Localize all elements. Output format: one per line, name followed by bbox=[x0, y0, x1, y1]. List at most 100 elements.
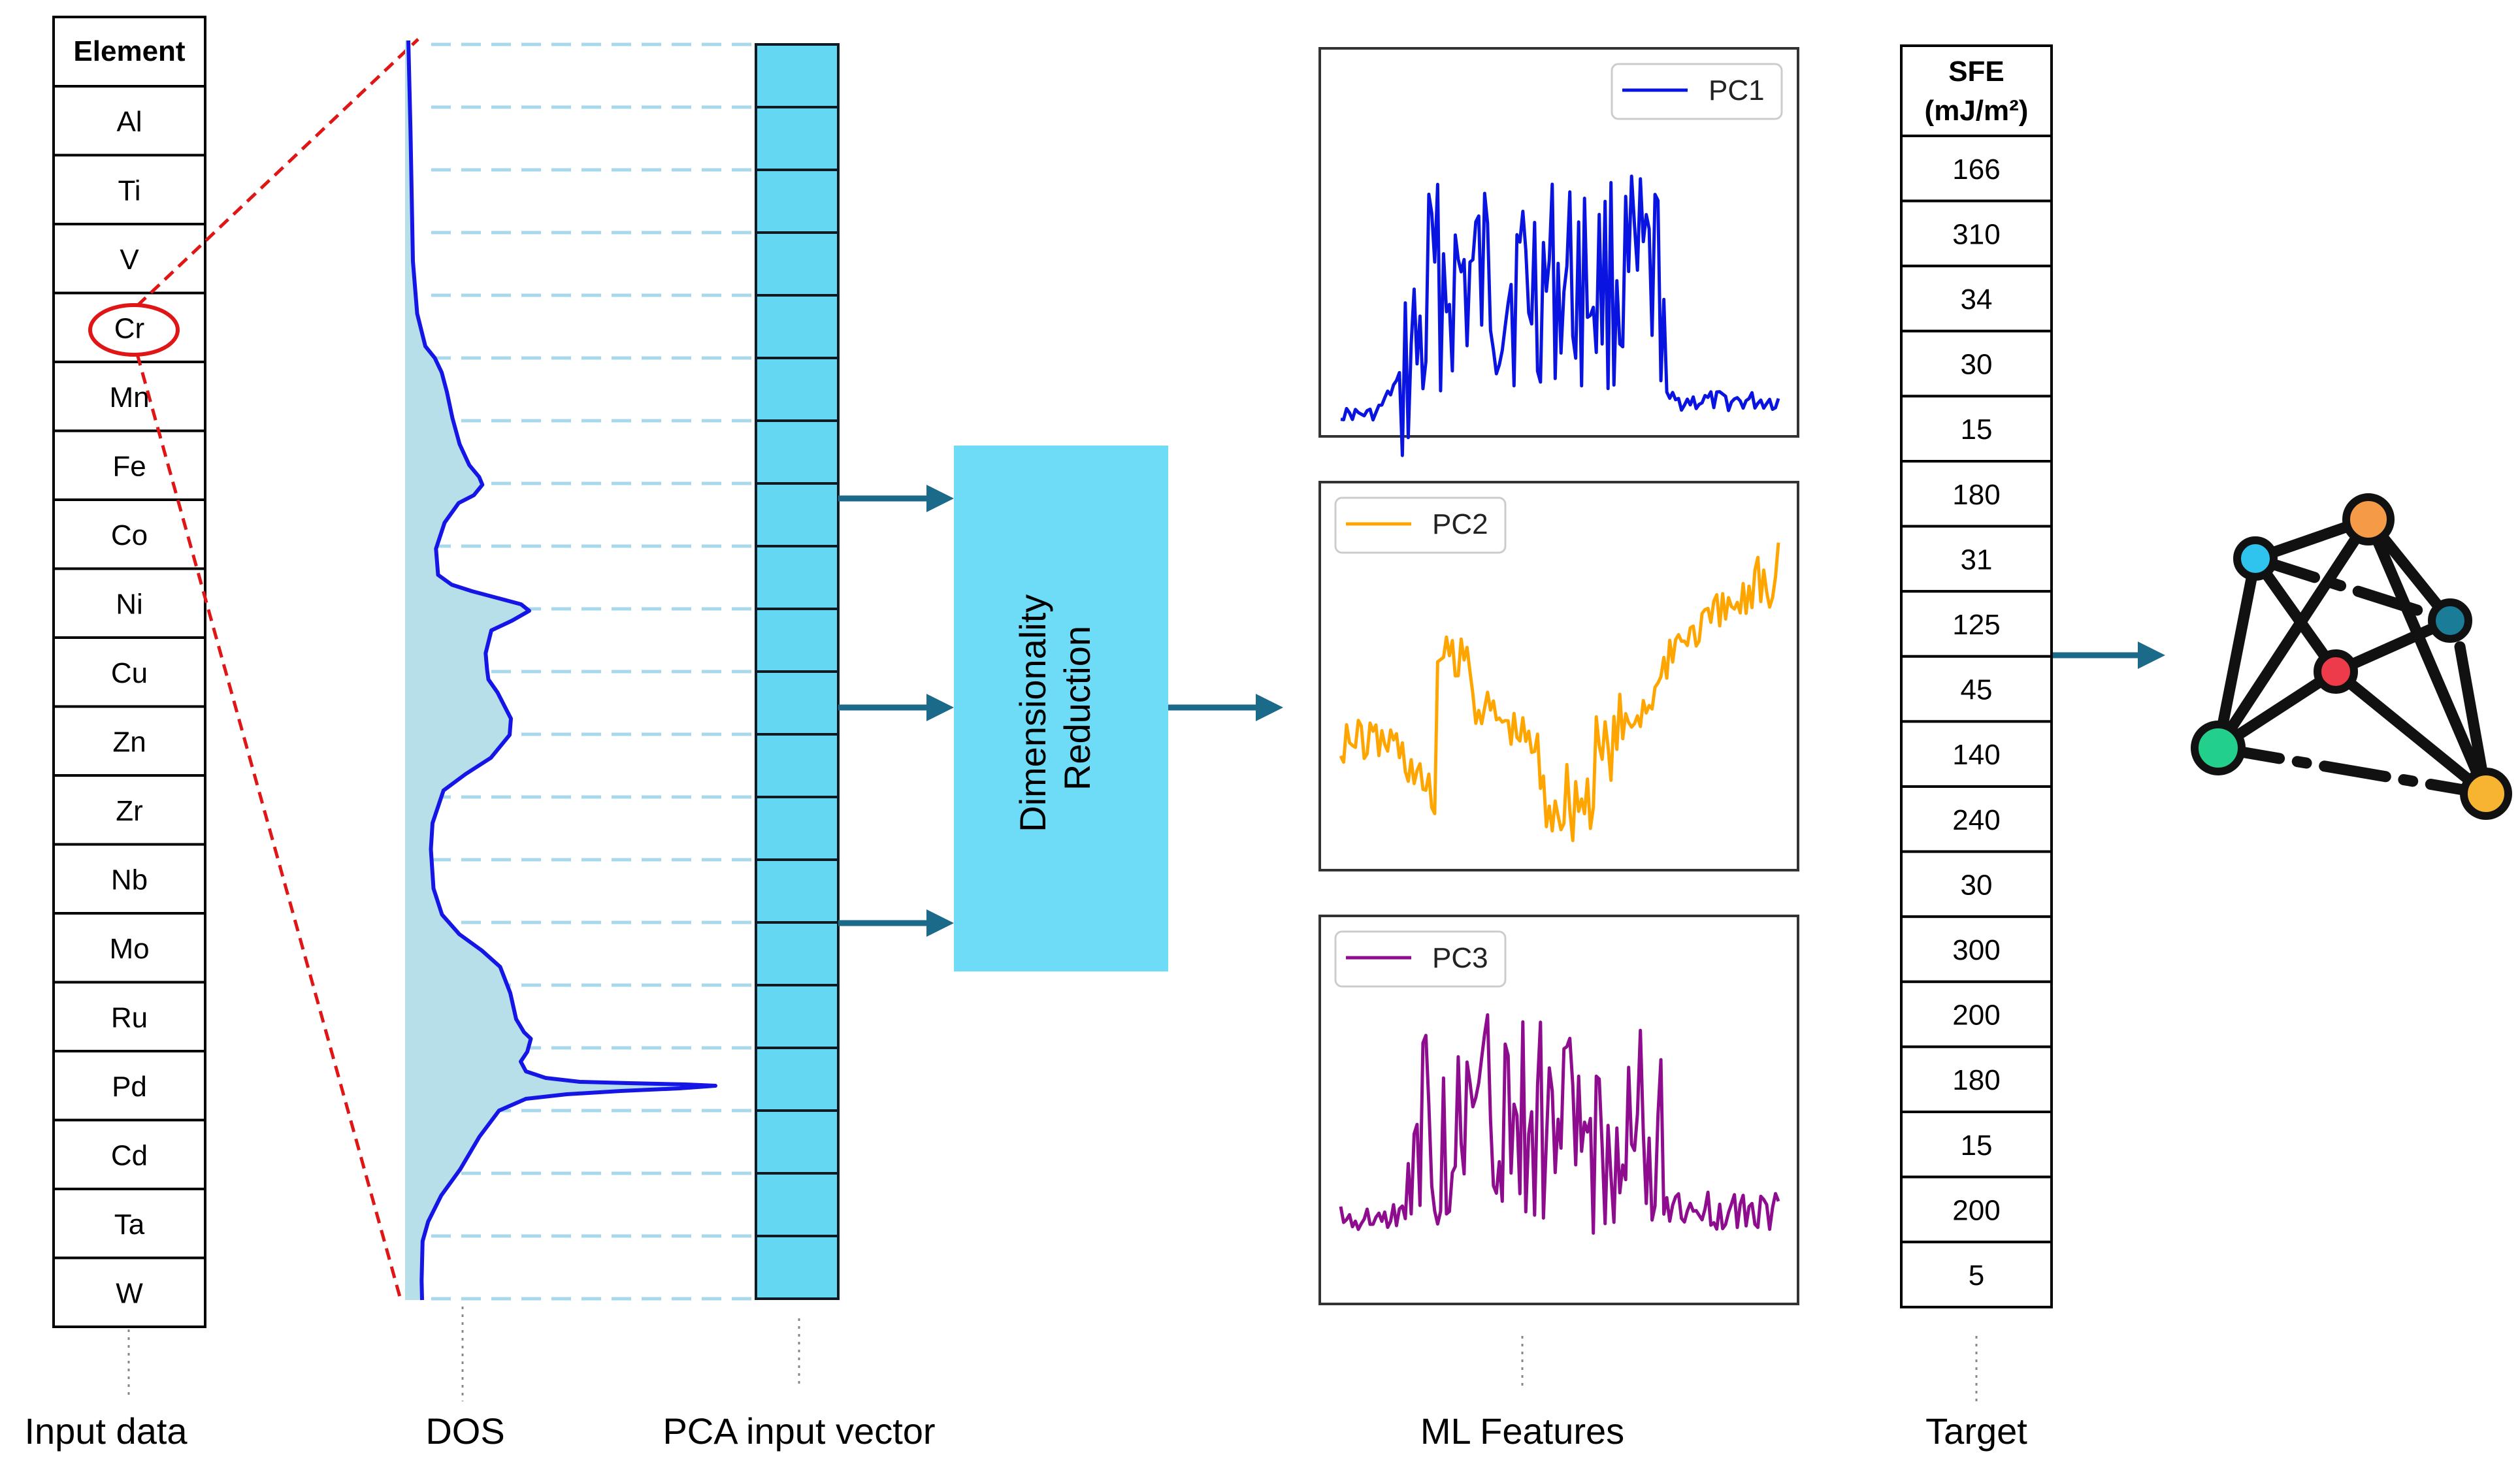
dr-label-line1: Dimensionality bbox=[1012, 594, 1053, 832]
pc2-series bbox=[1339, 542, 1780, 843]
element-cell bbox=[52, 1256, 206, 1328]
zoom-line-bottom bbox=[135, 353, 402, 1297]
target-cell bbox=[1900, 329, 2053, 398]
target-cell bbox=[1900, 1045, 2053, 1114]
element-ta: Ta bbox=[114, 1209, 145, 1241]
arrow-pca-to-dr-1 bbox=[838, 485, 954, 512]
element-co: Co bbox=[111, 519, 148, 551]
element-al: Al bbox=[116, 106, 142, 138]
target-cell bbox=[1900, 590, 2053, 658]
target-value: 5 bbox=[1969, 1260, 1984, 1292]
pca-vector-cell bbox=[755, 858, 840, 924]
element-mo: Mo bbox=[109, 933, 149, 965]
element-zn: Zn bbox=[112, 726, 146, 758]
target-value: 180 bbox=[1952, 479, 2000, 511]
target-value: 45 bbox=[1961, 674, 1993, 706]
element-fe: Fe bbox=[112, 450, 146, 482]
target-cell bbox=[1900, 915, 2053, 983]
arrows bbox=[838, 485, 2165, 937]
network-node-red bbox=[2314, 649, 2358, 694]
target-cell bbox=[1900, 720, 2053, 789]
network-node-cyan bbox=[2233, 536, 2278, 581]
target-cell bbox=[1900, 135, 2053, 203]
pca-vector-cell bbox=[755, 545, 840, 610]
element-zr: Zr bbox=[116, 795, 143, 827]
element-pd: Pd bbox=[112, 1071, 147, 1103]
target-value: 34 bbox=[1961, 284, 1993, 316]
pc3-panel: PC3 bbox=[1318, 915, 1799, 1305]
pc3-legend-label: PC3 bbox=[1432, 942, 1488, 974]
target-value: 310 bbox=[1952, 218, 2000, 250]
caption-pca-input: PCA input vector bbox=[663, 1410, 935, 1452]
element-cell bbox=[52, 636, 206, 708]
pc2-legend-label: PC2 bbox=[1432, 508, 1488, 540]
target-value: 125 bbox=[1952, 609, 2000, 641]
element-cell bbox=[52, 705, 206, 777]
dos-fill-area bbox=[405, 41, 715, 1300]
arrow-dr-to-features bbox=[1168, 694, 1283, 721]
network-node-green bbox=[2191, 721, 2246, 775]
target-value: 30 bbox=[1961, 869, 1993, 901]
pca-vector-cell bbox=[755, 1235, 840, 1300]
pca-vector-cell bbox=[755, 106, 840, 171]
element-ni: Ni bbox=[116, 588, 143, 620]
pca-vector-cell bbox=[755, 921, 840, 986]
pca-vector-cell bbox=[755, 169, 840, 234]
network-node-orange bbox=[2342, 493, 2395, 545]
pca-vector-cell bbox=[755, 1047, 840, 1112]
target-value: 200 bbox=[1952, 1000, 2000, 1032]
pca-input-vector bbox=[755, 43, 840, 1300]
network-model-icon bbox=[2191, 493, 2512, 820]
target-cell bbox=[1900, 980, 2053, 1049]
arrow-pca-to-dr-3 bbox=[838, 909, 954, 937]
element-mn: Mn bbox=[109, 382, 149, 414]
caption-target: Target bbox=[1925, 1410, 2027, 1452]
caption-connectors bbox=[127, 1307, 1978, 1401]
target-cell bbox=[1900, 525, 2053, 593]
element-cell bbox=[52, 1188, 206, 1260]
dr-label-line2: Reduction bbox=[1056, 626, 1098, 790]
element-cell bbox=[52, 774, 206, 846]
target-value: 300 bbox=[1952, 934, 2000, 966]
network-node-yellow bbox=[2460, 768, 2512, 820]
pca-vector-cell bbox=[755, 482, 840, 547]
target-cell bbox=[1900, 1241, 2053, 1309]
target-cell bbox=[1900, 785, 2053, 853]
element-cell bbox=[52, 223, 206, 295]
svg-text:Dimensionality Reduction: Dimensionality Reduction bbox=[1012, 584, 1098, 832]
element-cu: Cu bbox=[111, 657, 148, 689]
element-table: Element Al Ti V Cr Mn Fe Co Ni Cu Zn Zr Nb Mo Ru Pd Cd T… bbox=[52, 16, 206, 1328]
arrow-target-to-model bbox=[2052, 642, 2165, 669]
element-header: Element bbox=[73, 35, 186, 67]
cr-highlight-ellipse bbox=[88, 303, 180, 357]
element-cd: Cd bbox=[111, 1139, 148, 1171]
pca-vector-cell bbox=[755, 733, 840, 798]
pc1-legend bbox=[1611, 63, 1783, 120]
pc3-series bbox=[1339, 1013, 1780, 1235]
target-value: 200 bbox=[1952, 1194, 2000, 1226]
caption-dos: DOS bbox=[425, 1410, 504, 1452]
pca-vector-cell bbox=[755, 796, 840, 861]
pc2-panel: PC2 bbox=[1318, 481, 1799, 871]
pca-vector-cell bbox=[755, 1109, 840, 1175]
pc3-legend bbox=[1334, 930, 1507, 988]
pca-vector-cell bbox=[755, 43, 840, 108]
target-value: 15 bbox=[1961, 1130, 1993, 1162]
element-cell bbox=[52, 361, 206, 432]
caption-input-data: Input data bbox=[24, 1410, 188, 1452]
target-cell bbox=[1900, 655, 2053, 723]
element-nb: Nb bbox=[111, 864, 148, 896]
dimensionality-reduction-box: Dimensionality Reduction bbox=[954, 446, 1168, 971]
target-value: 240 bbox=[1952, 804, 2000, 836]
element-cell bbox=[52, 85, 206, 157]
pca-vector-cell bbox=[755, 294, 840, 359]
pca-vector-cell bbox=[755, 357, 840, 422]
element-cell bbox=[52, 912, 206, 984]
element-header-cell bbox=[52, 16, 206, 88]
pc1-series bbox=[1340, 174, 1780, 457]
target-value: 166 bbox=[1952, 154, 2000, 186]
pca-vector-cell bbox=[755, 231, 840, 297]
element-ru: Ru bbox=[111, 1001, 148, 1033]
dos-curve bbox=[406, 40, 717, 1301]
pca-vector-cell bbox=[755, 419, 840, 485]
